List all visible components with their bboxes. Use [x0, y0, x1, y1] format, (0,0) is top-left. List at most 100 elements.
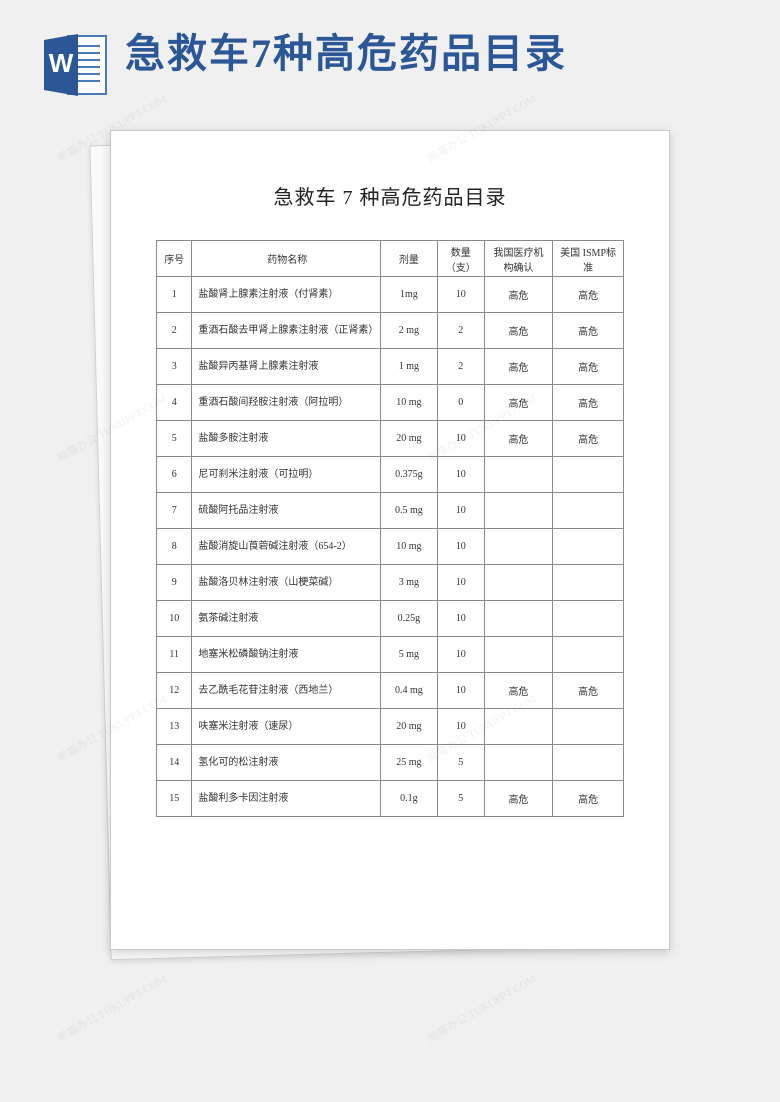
table-cell: 20 mg	[381, 709, 438, 745]
table-cell: 10	[157, 601, 192, 637]
table-cell: 高危	[484, 313, 552, 349]
table-cell: 盐酸肾上腺素注射液（付肾素）	[192, 277, 381, 313]
col-qty: 数量（支）	[437, 241, 484, 277]
table-cell: 0.1g	[381, 781, 438, 817]
table-cell	[484, 637, 552, 673]
table-cell: 地塞米松磷酸钠注射液	[192, 637, 381, 673]
table-cell	[553, 601, 624, 637]
table-cell: 氢化可的松注射液	[192, 745, 381, 781]
table-cell: 3	[157, 349, 192, 385]
table-cell: 0	[437, 385, 484, 421]
table-cell: 10	[437, 709, 484, 745]
table-cell	[553, 457, 624, 493]
table-cell	[484, 565, 552, 601]
table-cell: 5 mg	[381, 637, 438, 673]
table-cell: 2 mg	[381, 313, 438, 349]
table-cell: 盐酸异丙基肾上腺素注射液	[192, 349, 381, 385]
col-name: 药物名称	[192, 241, 381, 277]
table-cell: 10	[437, 493, 484, 529]
table-cell	[553, 709, 624, 745]
table-cell: 2	[437, 313, 484, 349]
table-cell: 去乙酰毛花苷注射液（西地兰）	[192, 673, 381, 709]
table-cell: 14	[157, 745, 192, 781]
table-cell: 5	[157, 421, 192, 457]
table-cell: 高危	[484, 421, 552, 457]
table-cell: 10	[437, 673, 484, 709]
table-cell: 4	[157, 385, 192, 421]
document-page: 急救车 7 种高危药品目录 序号 药物名称 剂量 数量（支） 我国医疗机构确认 …	[110, 130, 670, 950]
table-cell: 盐酸消旋山莨菪碱注射液（654-2）	[192, 529, 381, 565]
table-cell: 盐酸洛贝林注射液（山梗菜碱）	[192, 565, 381, 601]
table-cell: 10	[437, 277, 484, 313]
table-row: 8盐酸消旋山莨菪碱注射液（654-2）10 mg10	[157, 529, 624, 565]
table-cell: 高危	[553, 781, 624, 817]
table-cell: 硫酸阿托品注射液	[192, 493, 381, 529]
table-cell	[484, 493, 552, 529]
table-cell	[484, 457, 552, 493]
table-body: 1盐酸肾上腺素注射液（付肾素）1mg10高危高危2重酒石酸去甲肾上腺素注射液（正…	[157, 277, 624, 817]
table-cell: 0.25g	[381, 601, 438, 637]
table-cell: 1mg	[381, 277, 438, 313]
table-row: 2重酒石酸去甲肾上腺素注射液（正肾素）2 mg2高危高危	[157, 313, 624, 349]
table-row: 14氢化可的松注射液25 mg5	[157, 745, 624, 781]
table-cell: 6	[157, 457, 192, 493]
table-cell: 15	[157, 781, 192, 817]
table-cell: 10	[437, 637, 484, 673]
table-cell: 5	[437, 781, 484, 817]
table-cell: 高危	[553, 349, 624, 385]
table-cell	[553, 493, 624, 529]
table-row: 1盐酸肾上腺素注射液（付肾素）1mg10高危高危	[157, 277, 624, 313]
page-stack: 急救车 7 种高危药品目录 序号 药物名称 剂量 数量（支） 我国医疗机构确认 …	[110, 130, 670, 960]
table-cell: 氨茶碱注射液	[192, 601, 381, 637]
table-cell	[553, 565, 624, 601]
table-row: 11地塞米松磷酸钠注射液5 mg10	[157, 637, 624, 673]
drug-table: 序号 药物名称 剂量 数量（支） 我国医疗机构确认 美国 ISMP标准 1盐酸肾…	[156, 240, 624, 817]
table-cell: 高危	[484, 385, 552, 421]
table-cell: 10	[437, 421, 484, 457]
table-cell: 0.375g	[381, 457, 438, 493]
table-cell: 1 mg	[381, 349, 438, 385]
table-cell: 高危	[553, 313, 624, 349]
table-cell: 盐酸利多卡因注射液	[192, 781, 381, 817]
table-cell: 12	[157, 673, 192, 709]
table-cell: 重酒石酸去甲肾上腺素注射液（正肾素）	[192, 313, 381, 349]
col-us: 美国 ISMP标准	[553, 241, 624, 277]
table-cell: 2	[437, 349, 484, 385]
table-cell	[484, 745, 552, 781]
table-cell: 10	[437, 457, 484, 493]
table-cell: 8	[157, 529, 192, 565]
table-cell	[553, 745, 624, 781]
table-row: 3盐酸异丙基肾上腺素注射液1 mg2高危高危	[157, 349, 624, 385]
table-cell: 重酒石酸间羟胺注射液（阿拉明）	[192, 385, 381, 421]
table-cell	[484, 529, 552, 565]
table-row: 10氨茶碱注射液0.25g10	[157, 601, 624, 637]
table-cell	[484, 709, 552, 745]
table-row: 6尼可刹米注射液（可拉明）0.375g10	[157, 457, 624, 493]
table-cell	[553, 637, 624, 673]
table-row: 9盐酸洛贝林注射液（山梗菜碱）3 mg10	[157, 565, 624, 601]
table-cell: 11	[157, 637, 192, 673]
table-header: 序号 药物名称 剂量 数量（支） 我国医疗机构确认 美国 ISMP标准	[157, 241, 624, 277]
table-cell: 10	[437, 529, 484, 565]
table-cell: 高危	[553, 421, 624, 457]
table-row: 5盐酸多胺注射液20 mg10高危高危	[157, 421, 624, 457]
table-cell	[553, 529, 624, 565]
table-cell: 9	[157, 565, 192, 601]
table-cell: 呋塞米注射液（速尿）	[192, 709, 381, 745]
col-dose: 剂量	[381, 241, 438, 277]
col-seq: 序号	[157, 241, 192, 277]
table-cell: 高危	[553, 385, 624, 421]
svg-text:W: W	[49, 48, 74, 78]
table-cell: 盐酸多胺注射液	[192, 421, 381, 457]
table-cell: 10 mg	[381, 529, 438, 565]
table-cell: 10 mg	[381, 385, 438, 421]
table-row: 12去乙酰毛花苷注射液（西地兰）0.4 mg10高危高危	[157, 673, 624, 709]
watermark: 熊猫办公 TUKUPPT.COM	[54, 970, 169, 1045]
table-row: 13呋塞米注射液（速尿）20 mg10	[157, 709, 624, 745]
table-row: 15盐酸利多卡因注射液0.1g5高危高危	[157, 781, 624, 817]
table-cell: 高危	[484, 781, 552, 817]
watermark: 熊猫办公 TUKUPPT.COM	[424, 970, 539, 1045]
table-cell	[484, 601, 552, 637]
table-cell: 2	[157, 313, 192, 349]
table-cell: 25 mg	[381, 745, 438, 781]
